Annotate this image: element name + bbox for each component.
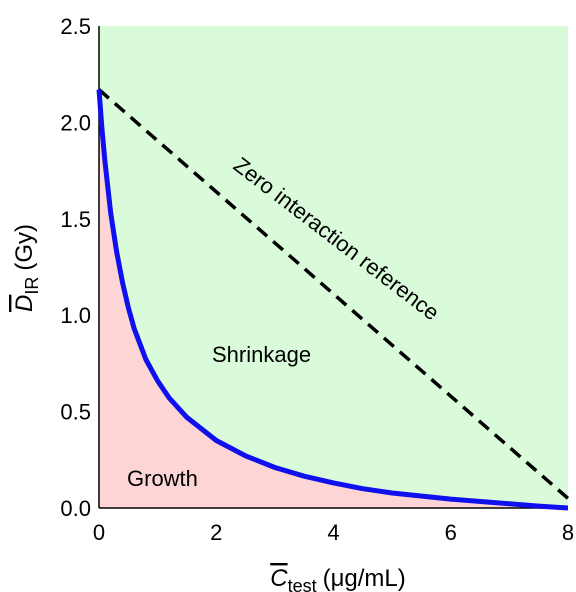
x-tick-label: 2 (210, 520, 222, 545)
x-tick-label: 4 (327, 520, 339, 545)
y-tick-label: 0.0 (60, 496, 91, 521)
y-tick-label: 1.5 (60, 207, 91, 232)
x-tick-label: 8 (562, 520, 574, 545)
y-tick-label: 2.0 (60, 110, 91, 135)
y-axis-label-sub: IR (22, 277, 42, 295)
y-tick-label: 1.0 (60, 303, 91, 328)
region-label-shrinkage: Shrinkage (212, 342, 311, 367)
isobologram-curve (96, 89, 569, 511)
y-axis-label-main: D (11, 295, 38, 312)
growth-region (99, 89, 568, 508)
y-tick-label: 0.5 (60, 400, 91, 425)
x-axis-label-units: (μg/mL) (323, 565, 406, 592)
plot-area (98, 26, 568, 509)
chart-marks (96, 88, 570, 511)
y-tick-label: 2.5 (60, 14, 91, 39)
x-tick-label: 0 (93, 520, 105, 545)
x-axis-label-main: C (270, 565, 288, 592)
x-axis-label: Ctest (μg/mL) (270, 565, 406, 592)
x-tick-label: 6 (445, 520, 457, 545)
y-axis-label: DIR (Gy) (11, 224, 42, 312)
region-label-growth: Growth (127, 466, 198, 491)
y-axis-label-units: (Gy) (11, 224, 38, 271)
x-axis-label-sub: test (288, 576, 317, 592)
